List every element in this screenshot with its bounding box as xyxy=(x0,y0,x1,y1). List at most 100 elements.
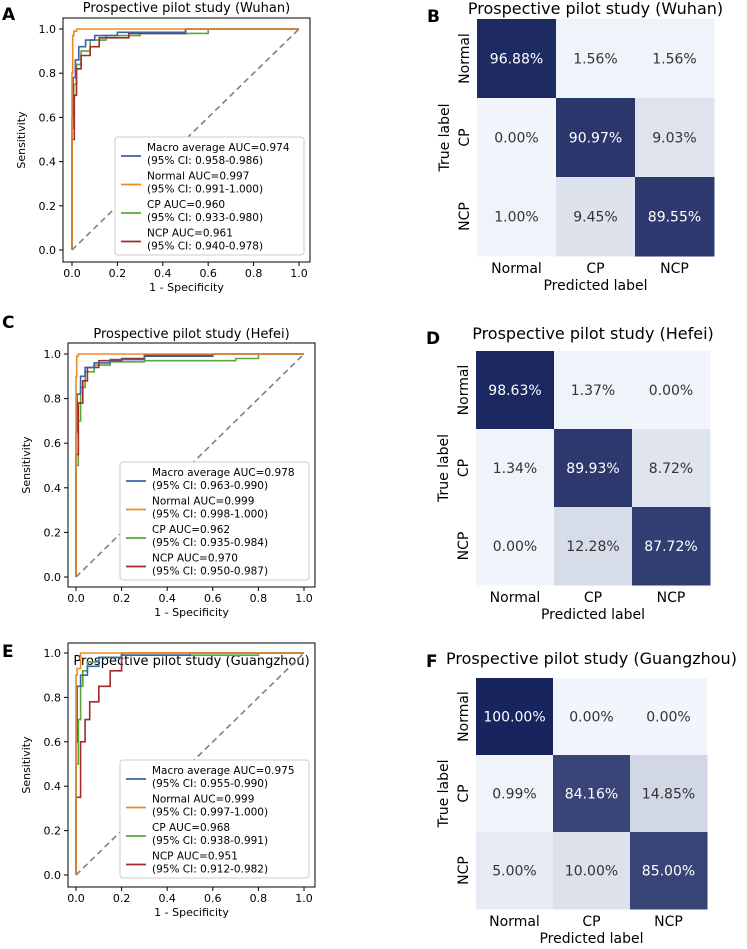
legend-ci-ncp: (95% CI: 0.950-0.987) xyxy=(152,566,268,578)
cell-value: 0.00% xyxy=(493,539,537,555)
cell-value: 87.72% xyxy=(644,539,697,555)
cell-value: 9.45% xyxy=(573,210,617,226)
legend-label-ncp: NCP AUC=0.961 xyxy=(147,228,233,240)
cell-value: 14.85% xyxy=(642,787,695,803)
roc-curve-ncp xyxy=(71,28,299,250)
y-axis-label: Sensitivity xyxy=(20,736,33,794)
y-tick-label: NCP xyxy=(457,202,473,231)
legend-ci-cp: (95% CI: 0.935-0.984) xyxy=(152,537,268,549)
heatmap-cell xyxy=(476,507,555,586)
y-tick-label: Normal xyxy=(457,33,473,84)
heatmap-cell xyxy=(632,351,711,430)
y-tick-label: 0.4 xyxy=(39,156,57,169)
y-tick-label: Normal xyxy=(456,365,472,416)
chart-title: Prospective pilot study (Hefei) xyxy=(93,327,289,342)
panel-letter: C xyxy=(2,313,14,333)
roc-curve-normal xyxy=(75,353,304,577)
x-tick-label: 0.2 xyxy=(113,592,131,605)
y-tick-label: 0.2 xyxy=(44,825,62,838)
legend-label-macro: Macro average AUC=0.978 xyxy=(152,467,295,479)
heatmap-cell xyxy=(477,177,557,257)
y-tick-label: CP xyxy=(456,784,472,802)
x-axis-label: 1 - Specificity xyxy=(154,606,229,619)
legend-label-normal: Normal AUC=0.997 xyxy=(147,171,249,183)
heatmap-cell xyxy=(476,351,555,430)
heatmap-cell xyxy=(632,507,711,586)
legend-ci-normal: (95% CI: 0.991-1.000) xyxy=(147,184,263,196)
heatmap-cell xyxy=(477,98,557,178)
roc-curve-ncp xyxy=(75,353,304,577)
legend-ci-cp: (95% CI: 0.933-0.980) xyxy=(147,212,263,224)
cell-value: 89.55% xyxy=(648,210,701,226)
heatmap-cell xyxy=(553,832,631,910)
x-axis-label: 1 - Specificity xyxy=(149,281,224,294)
legend-label-ncp: NCP AUC=0.970 xyxy=(152,553,238,565)
y-tick-label: 0.6 xyxy=(44,736,62,749)
cell-value: 8.72% xyxy=(649,461,693,477)
confusion-panel-d: D Prospective pilot study (Hefei) 98.63% 1.… xyxy=(426,324,714,623)
legend-label-macro: Macro average AUC=0.974 xyxy=(147,142,290,154)
roc-curve-normal xyxy=(75,652,304,875)
x-tick-label: 0.4 xyxy=(154,267,172,280)
roc-curve-macro xyxy=(75,353,304,577)
x-tick-label: NCP xyxy=(654,914,683,930)
legend-label-cp: CP AUC=0.962 xyxy=(152,524,230,536)
cell-value: 1.00% xyxy=(494,210,538,226)
cell-value: 1.56% xyxy=(573,52,617,68)
x-tick-label: Normal xyxy=(490,590,541,606)
confusion-panel-b: B Prospective pilot study (Wuhan) 96.88% 1.… xyxy=(427,0,723,294)
legend-ci-macro: (95% CI: 0.958-0.986) xyxy=(147,155,263,167)
x-tick-label: 0.8 xyxy=(250,592,268,605)
legend-box xyxy=(114,136,305,256)
heatmap-cell xyxy=(553,678,631,756)
cell-value: 0.00% xyxy=(569,710,613,726)
cell-value: 1.37% xyxy=(571,383,615,399)
panel-letter: F xyxy=(426,652,438,672)
legend-label-normal: Normal AUC=0.999 xyxy=(152,794,254,806)
cell-value: 1.56% xyxy=(652,52,696,68)
roc-curve-macro xyxy=(75,652,304,875)
y-tick-label: 1.0 xyxy=(39,23,57,36)
heatmap-cell xyxy=(635,177,715,257)
x-tick-label: 0.0 xyxy=(67,592,85,605)
roc-curve-ncp xyxy=(75,652,304,875)
heatmap-cell xyxy=(556,19,636,99)
chance-diagonal xyxy=(75,652,305,876)
heatmap-cell xyxy=(476,429,555,508)
y-tick-label: 1.0 xyxy=(44,348,62,361)
roc-panel-c: C Prospective pilot study (Hefei) 0.0 0.2 0.… xyxy=(2,313,316,619)
cell-value: 12.28% xyxy=(566,539,619,555)
x-axis-label: Predicted label xyxy=(543,278,647,294)
legend-ci-ncp: (95% CI: 0.912-0.982) xyxy=(152,864,268,876)
roc-curve-normal xyxy=(71,28,299,250)
y-tick-label: CP xyxy=(456,459,472,477)
legend-label-macro: Macro average AUC=0.975 xyxy=(152,765,295,777)
x-tick-label: CP xyxy=(586,261,604,277)
y-tick-label: 0.6 xyxy=(44,437,62,450)
x-axis-label: Predicted label xyxy=(539,931,643,947)
panel-letter: D xyxy=(426,329,440,349)
x-tick-label: 1.0 xyxy=(290,267,308,280)
y-tick-label: NCP xyxy=(456,532,472,561)
heatmap-cell xyxy=(553,755,631,833)
plot-frame xyxy=(67,642,316,888)
cell-value: 9.03% xyxy=(652,131,696,147)
chart-title: Prospective pilot study (Wuhan) xyxy=(83,1,290,16)
x-axis-label: Predicted label xyxy=(541,607,645,623)
panel-letter: E xyxy=(2,642,14,662)
heatmap-cell xyxy=(554,429,633,508)
cell-value: 85.00% xyxy=(642,864,695,880)
legend-ci-normal: (95% CI: 0.997-1.000) xyxy=(152,807,268,819)
chart-title: Prospective pilot study (Wuhan) xyxy=(468,0,723,18)
heatmap-cell xyxy=(476,678,554,756)
heatmap-cell xyxy=(477,19,557,99)
x-tick-label: 0.2 xyxy=(109,267,127,280)
x-tick-label: NCP xyxy=(657,590,686,606)
heatmap-cell xyxy=(632,429,711,508)
legend-label-normal: Normal AUC=0.999 xyxy=(152,496,254,508)
chance-diagonal xyxy=(71,28,300,251)
cell-value: 0.00% xyxy=(649,383,693,399)
heatmap-cell xyxy=(635,98,715,178)
cell-value: 1.34% xyxy=(493,461,537,477)
